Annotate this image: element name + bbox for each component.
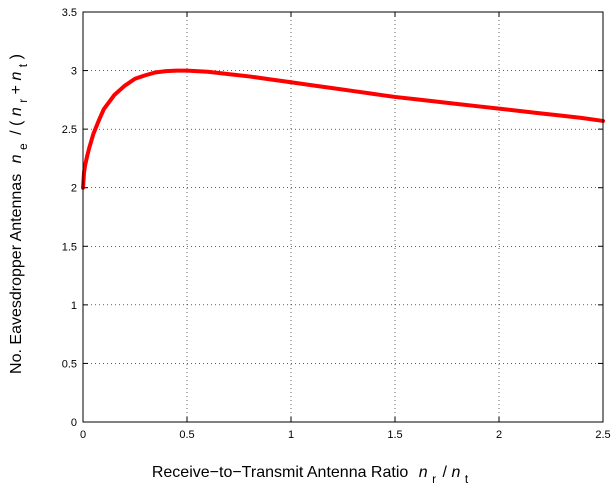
- y-axis-open-paren: (: [8, 120, 25, 126]
- x-axis-label: Receive−to−Transmit Antenna Ratio n r / …: [152, 464, 469, 487]
- x-axis-label-text: Receive−to−Transmit Antenna Ratio: [152, 464, 409, 481]
- y-axis-subscript-t: t: [16, 63, 30, 67]
- y-axis-symbol-n: n: [8, 154, 25, 163]
- y-tick-label: 1: [71, 300, 77, 312]
- x-tick-label: 2: [496, 429, 502, 441]
- y-axis-subscript-r: r: [16, 99, 30, 103]
- x-tick-label: 1.5: [387, 429, 402, 441]
- x-axis-symbol-n: n: [419, 464, 428, 481]
- plot-frame: [82, 11, 604, 423]
- x-axis-subscript-r: r: [432, 472, 436, 486]
- x-axis-slash: /: [443, 464, 448, 481]
- y-tick-label: 2: [71, 183, 77, 195]
- y-axis-plus: +: [8, 85, 25, 94]
- y-tick-label: 0: [71, 417, 77, 429]
- y-axis-label: No. Eavesdropper Antennas n e / ( n r + …: [8, 54, 31, 374]
- x-axis-symbol-n2: n: [451, 464, 460, 481]
- y-axis-symbol-n2: n: [8, 107, 25, 116]
- y-tick-label: 3: [71, 66, 77, 78]
- x-tick-label: 0.5: [179, 429, 194, 441]
- series-layer: [81, 68, 605, 190]
- series-line: [81, 68, 605, 190]
- y-axis-symbol-n3: n: [8, 72, 25, 81]
- y-tick-label: 1.5: [62, 241, 77, 253]
- x-tick-label: 2.5: [595, 429, 610, 441]
- y-axis-subscript-e: e: [16, 143, 30, 150]
- y-tick-label: 2.5: [62, 124, 77, 136]
- y-axis-slash: /: [8, 130, 25, 135]
- ticks: 0 0.5 1 1.5 2 2.5 0 0.5 1 1.5 2 2.5 3 3.5: [62, 7, 611, 441]
- y-axis-close-paren: ): [8, 54, 25, 59]
- x-tick-label: 1: [288, 429, 294, 441]
- y-tick-label: 3.5: [62, 7, 77, 19]
- y-axis-label-text: No. Eavesdropper Antennas: [8, 174, 25, 374]
- x-tick-label: 0: [80, 429, 86, 441]
- y-tick-label: 0.5: [62, 358, 77, 370]
- x-axis-subscript-t: t: [465, 472, 469, 486]
